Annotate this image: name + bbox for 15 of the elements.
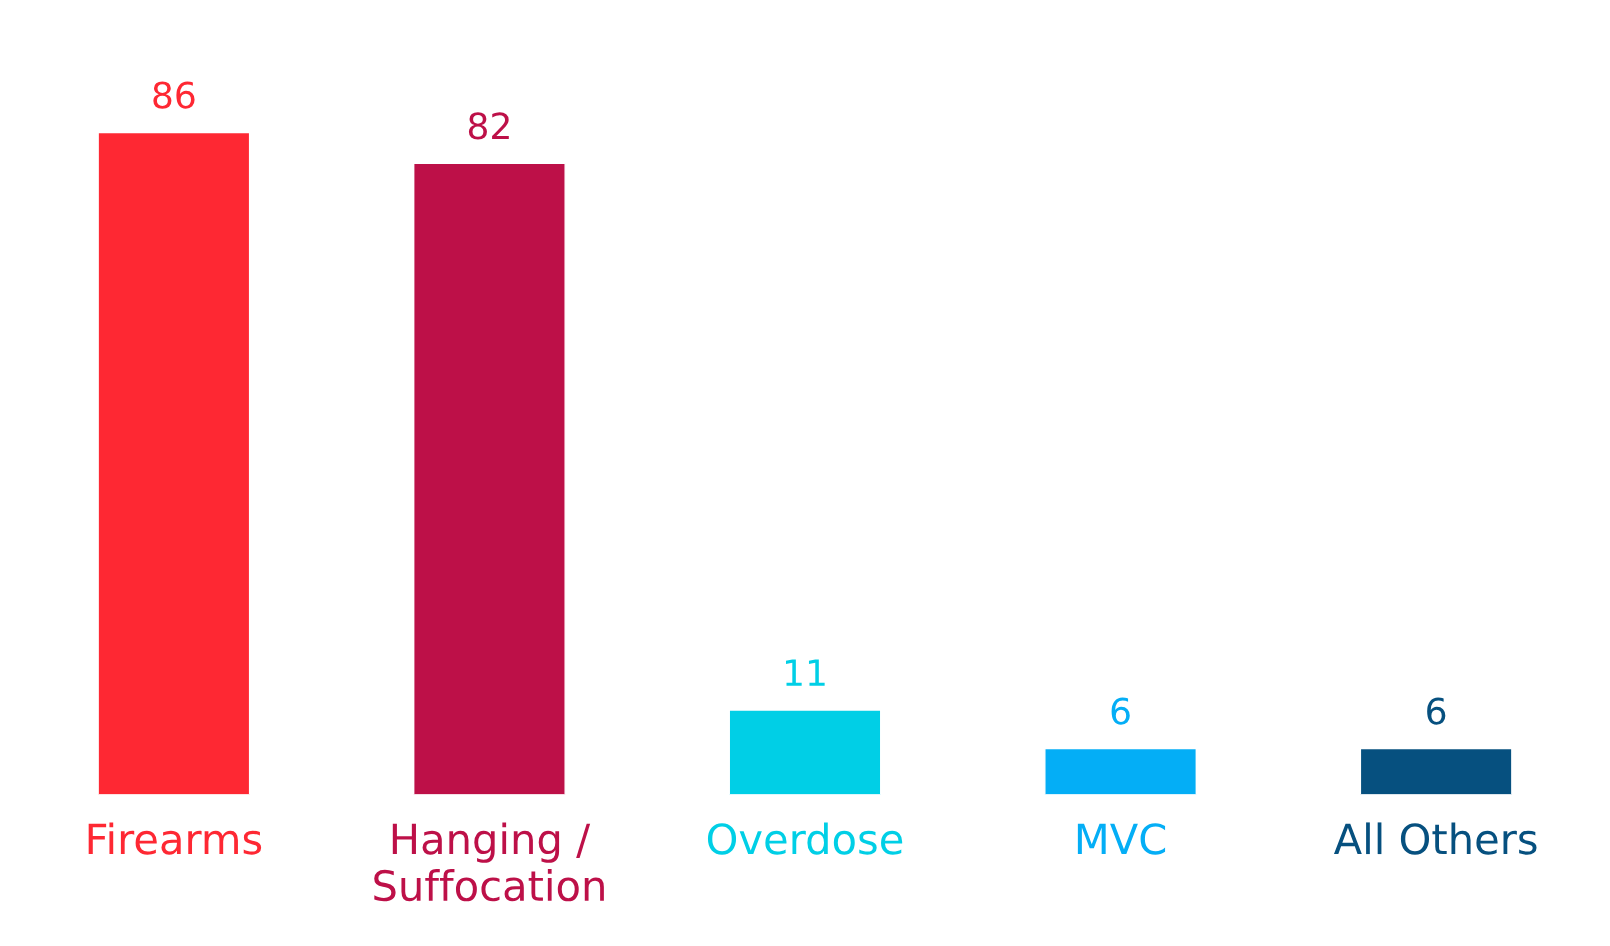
data-label: 6	[1111, 697, 1130, 725]
bar	[728, 709, 882, 795]
bar	[1359, 747, 1513, 795]
x-tick-label: Firearms	[88, 822, 262, 855]
bar	[97, 131, 251, 795]
x-tick-label: MVC	[1077, 823, 1166, 855]
data-label: 82	[468, 112, 509, 140]
bar	[1044, 747, 1197, 795]
x-tick-label: All Others	[1333, 822, 1537, 855]
data-label: 86	[153, 81, 195, 109]
x-tick-label: Overdose	[707, 822, 903, 855]
bar	[413, 162, 566, 795]
data-label: 11	[785, 659, 825, 686]
data-label: 6	[1427, 697, 1446, 725]
x-tick-label: Hanging / Suffocation	[374, 822, 604, 902]
